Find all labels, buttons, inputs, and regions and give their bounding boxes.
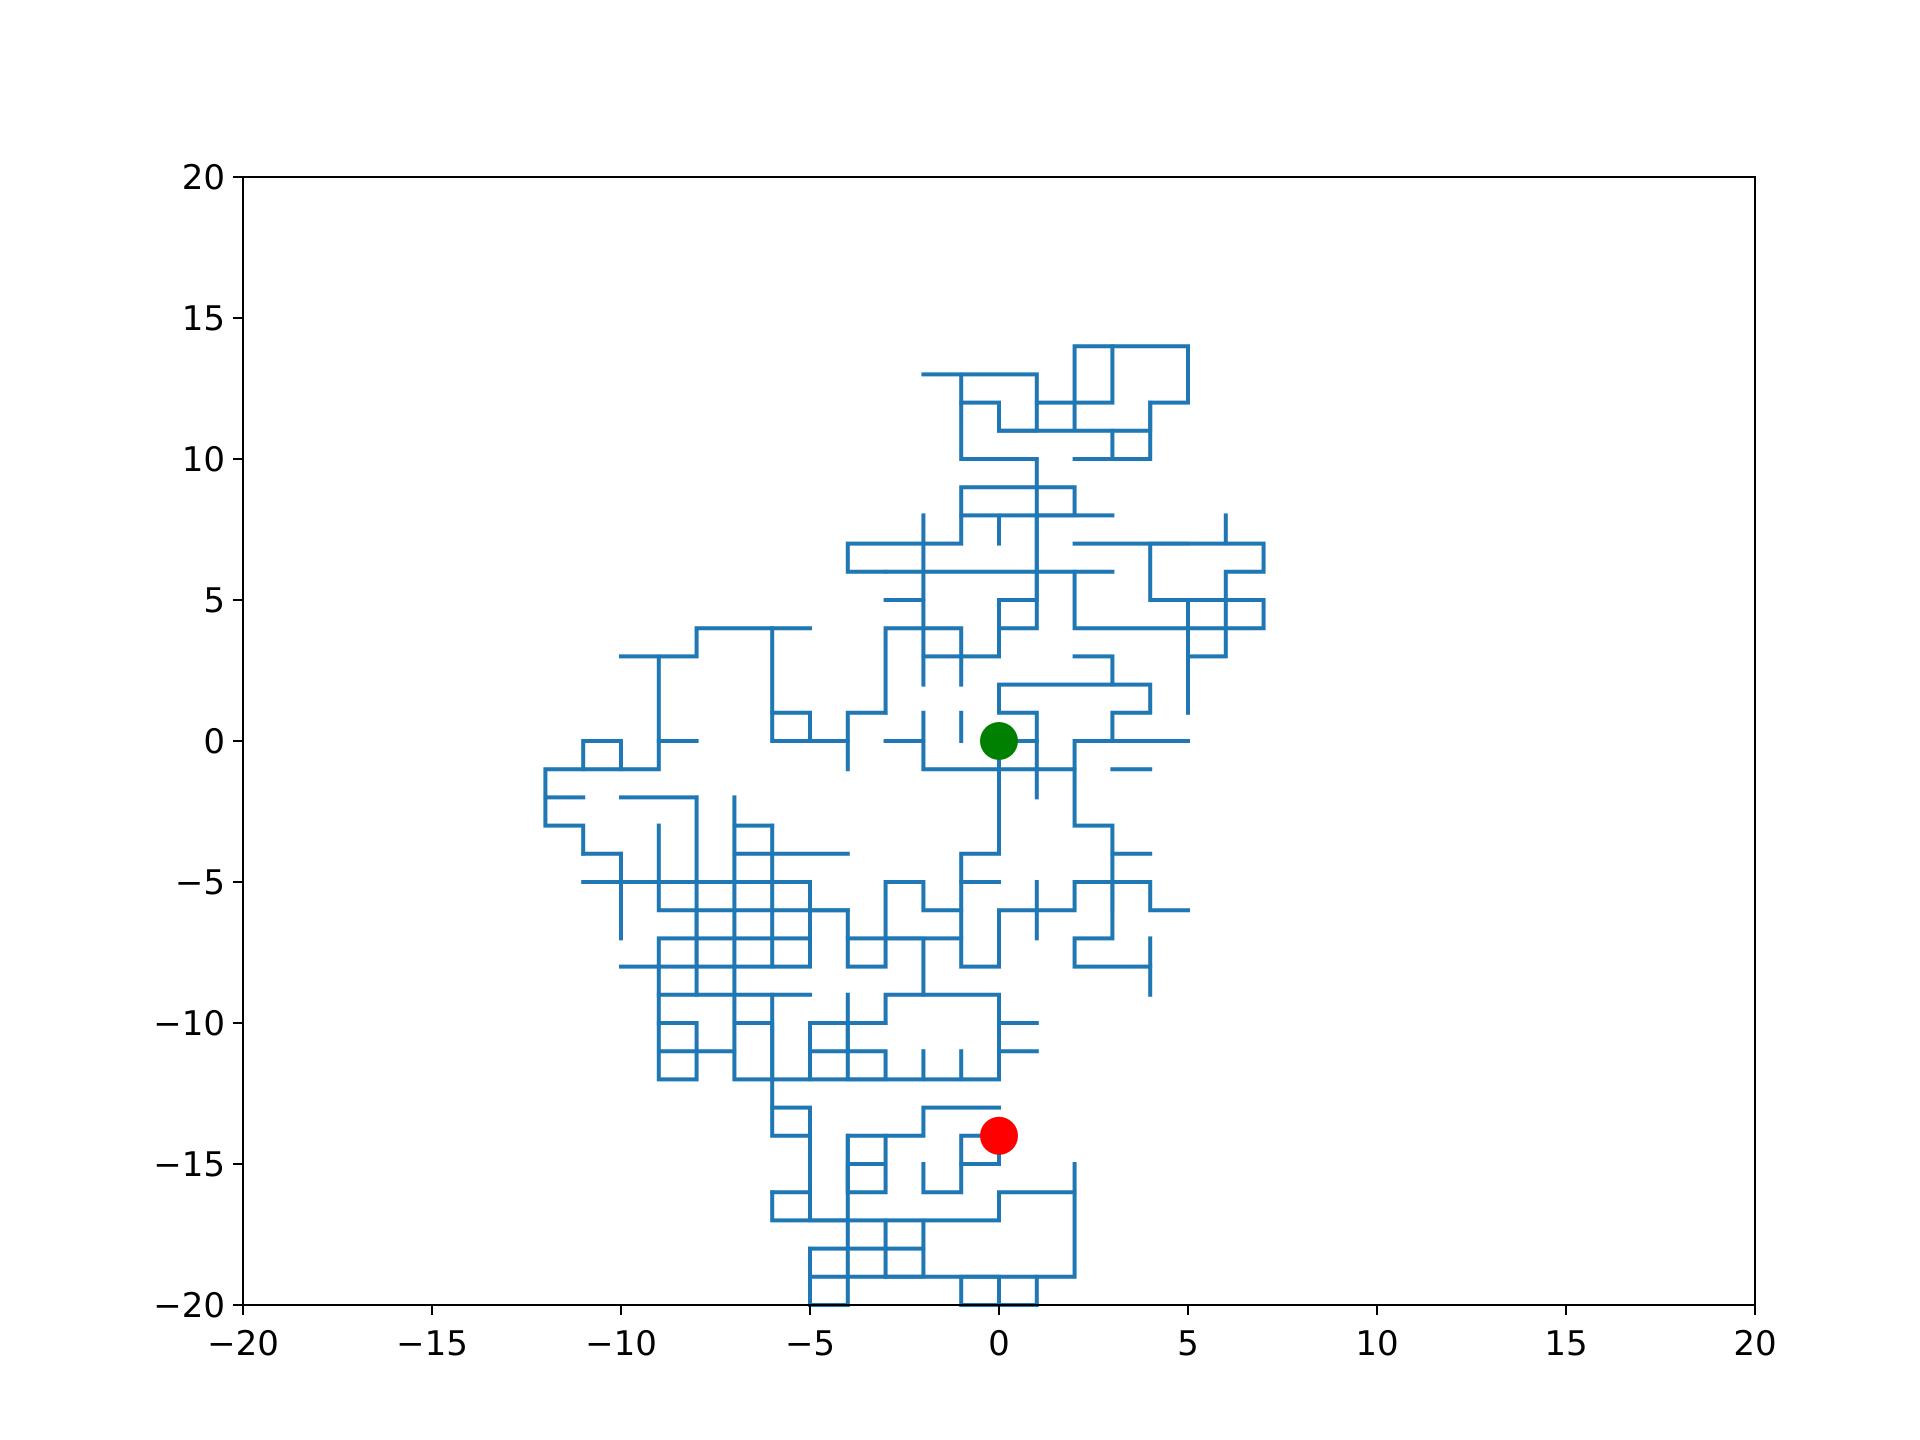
x-tick-label: −20: [207, 1324, 279, 1364]
y-axis: −20 −15 −10 −5 0 5 10 15 20: [153, 158, 243, 1326]
y-tick-label: 0: [203, 722, 225, 762]
x-tick-label: 10: [1355, 1324, 1398, 1364]
walk-segment: [770, 710, 812, 743]
y-tick-label: −15: [153, 1145, 225, 1185]
walk-segment: [770, 992, 812, 1138]
start-marker: [980, 722, 1018, 760]
walk-segment: [959, 485, 1077, 631]
x-tick-label: −10: [585, 1324, 657, 1364]
y-tick-label: −10: [153, 1004, 225, 1044]
y-tick-label: 15: [182, 299, 225, 339]
x-tick-label: 15: [1544, 1324, 1587, 1364]
y-tick-label: 20: [182, 158, 225, 198]
y-tick-label: −20: [153, 1286, 225, 1326]
x-tick-label: −5: [785, 1324, 835, 1364]
walk-segment: [997, 682, 1190, 743]
x-tick-label: 0: [988, 1324, 1010, 1364]
walk-segment: [1110, 400, 1153, 461]
markers: [980, 722, 1018, 1155]
x-tick-label: 5: [1177, 1324, 1199, 1364]
walk-segment: [656, 823, 850, 913]
x-tick-label: −15: [396, 1324, 468, 1364]
y-tick-label: −5: [175, 863, 225, 903]
walk-segment: [845, 372, 1039, 574]
end-marker: [980, 1116, 1018, 1155]
walk-path-series: [543, 344, 1266, 1307]
walk-segment: [959, 739, 1190, 969]
x-tick-label: 20: [1733, 1324, 1776, 1364]
walk-segment: [808, 1021, 888, 1054]
plot-area: [543, 344, 1266, 1307]
walk-segment: [581, 880, 964, 969]
walk-segment: [1072, 654, 1115, 687]
walk-segment: [1034, 344, 1115, 405]
walk-segment: [921, 1133, 1001, 1195]
walk-segment: [581, 739, 623, 772]
walk-segment: [883, 992, 1001, 1082]
walk-segment: [845, 1218, 888, 1279]
walk-segment: [1072, 767, 1153, 997]
walk-segment: [656, 1021, 737, 1054]
y-tick-label: 10: [182, 440, 225, 480]
x-axis: −20 −15 −10 −5 0 5 10 15 20: [207, 1305, 1777, 1364]
y-tick-label: 5: [203, 581, 225, 621]
